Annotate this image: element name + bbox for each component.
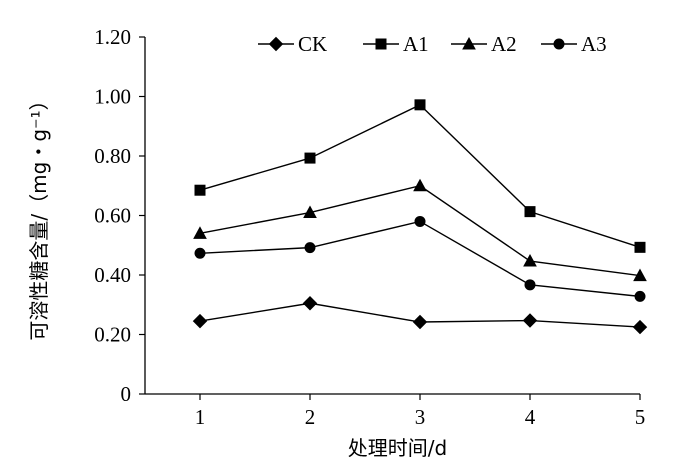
x-tick-label: 4 bbox=[525, 405, 536, 429]
series-a1-point bbox=[194, 184, 206, 196]
x-tick-label: 2 bbox=[305, 405, 316, 429]
legend-marker bbox=[268, 36, 284, 52]
series-a2-point bbox=[193, 226, 207, 239]
series-a3-point bbox=[414, 215, 426, 227]
series-a1-point bbox=[524, 206, 536, 218]
y-tick-label: 0.60 bbox=[94, 204, 131, 228]
series-a1-point bbox=[414, 99, 426, 111]
x-axis-ticks: 1 2 3 4 5 bbox=[195, 394, 646, 429]
series-ck-point bbox=[192, 313, 208, 329]
series-a2-line bbox=[199, 184, 641, 277]
series-a3-point bbox=[194, 247, 206, 259]
series-a3-point bbox=[634, 290, 646, 302]
series-a2-point bbox=[633, 268, 647, 282]
series-a1 bbox=[194, 99, 646, 253]
y-tick-label: 0 bbox=[121, 382, 132, 406]
x-tick-label: 5 bbox=[635, 405, 646, 429]
y-tick-label: 0.20 bbox=[94, 323, 131, 347]
y-tick-label: 1.00 bbox=[94, 85, 131, 109]
series-ck-point bbox=[632, 319, 648, 335]
series-a1-point bbox=[634, 241, 646, 253]
y-axis-title: 可溶性糖含量/（mg・g⁻¹） bbox=[27, 90, 51, 340]
legend-marker bbox=[553, 38, 565, 50]
legend-label: A3 bbox=[581, 32, 607, 56]
series-ck bbox=[192, 296, 648, 335]
series-layer bbox=[192, 99, 648, 335]
legend-label: CK bbox=[298, 32, 327, 56]
legend: CK A1 A2 A3 bbox=[258, 32, 607, 56]
legend-label: A2 bbox=[491, 32, 517, 56]
series-a2-point bbox=[413, 178, 427, 192]
legend-item-ck: CK bbox=[258, 32, 327, 56]
x-tick-label: 3 bbox=[415, 405, 426, 429]
legend-item-a1: A1 bbox=[363, 32, 429, 56]
y-tick-label: 0.80 bbox=[94, 144, 131, 168]
x-axis-title: 处理时间/d bbox=[348, 436, 447, 460]
legend-label: A1 bbox=[403, 32, 429, 56]
series-a3 bbox=[194, 215, 646, 302]
series-a2-point bbox=[303, 205, 317, 219]
y-tick-label: 0.40 bbox=[94, 263, 131, 287]
series-ck-point bbox=[522, 313, 538, 328]
legend-item-a2: A2 bbox=[451, 32, 517, 56]
legend-marker bbox=[375, 38, 387, 50]
series-a3-line bbox=[199, 220, 641, 298]
legend-marker bbox=[462, 36, 476, 50]
series-a3-point bbox=[524, 279, 536, 291]
series-ck-point bbox=[412, 314, 428, 330]
series-a2 bbox=[193, 178, 647, 282]
y-tick-label: 1.20 bbox=[94, 25, 131, 49]
series-a3-point bbox=[304, 242, 316, 254]
series-ck-point bbox=[302, 296, 318, 311]
series-a1-point bbox=[304, 152, 316, 164]
y-axis-ticks: 0 0.20 0.40 0.60 0.80 1.00 1.20 bbox=[94, 25, 145, 406]
x-tick-label: 1 bbox=[195, 405, 206, 429]
axes bbox=[144, 37, 640, 395]
series-a2-point bbox=[523, 253, 537, 267]
legend-item-a3: A3 bbox=[541, 32, 607, 56]
